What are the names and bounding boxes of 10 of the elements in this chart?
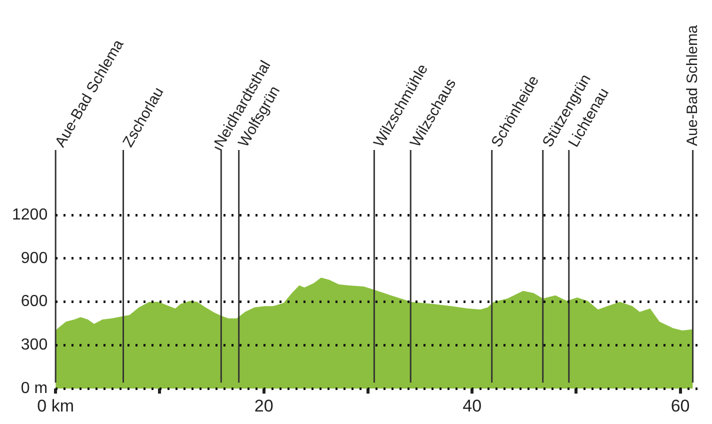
x-tick-label: 40 (462, 396, 482, 416)
y-tick-label: 1200 (12, 206, 48, 224)
x-tick-label: 20 (254, 396, 274, 416)
x-tick-label: 0 km (37, 396, 74, 416)
y-tick-label: 0 m (20, 380, 48, 398)
y-tick-label: 600 (20, 293, 48, 310)
y-tick-label: 300 (20, 336, 48, 354)
y-tick-label: 900 (20, 250, 48, 267)
x-tick-label: 60 (670, 396, 690, 416)
ref-line-label: Aue-Bad Schlema (684, 24, 701, 146)
